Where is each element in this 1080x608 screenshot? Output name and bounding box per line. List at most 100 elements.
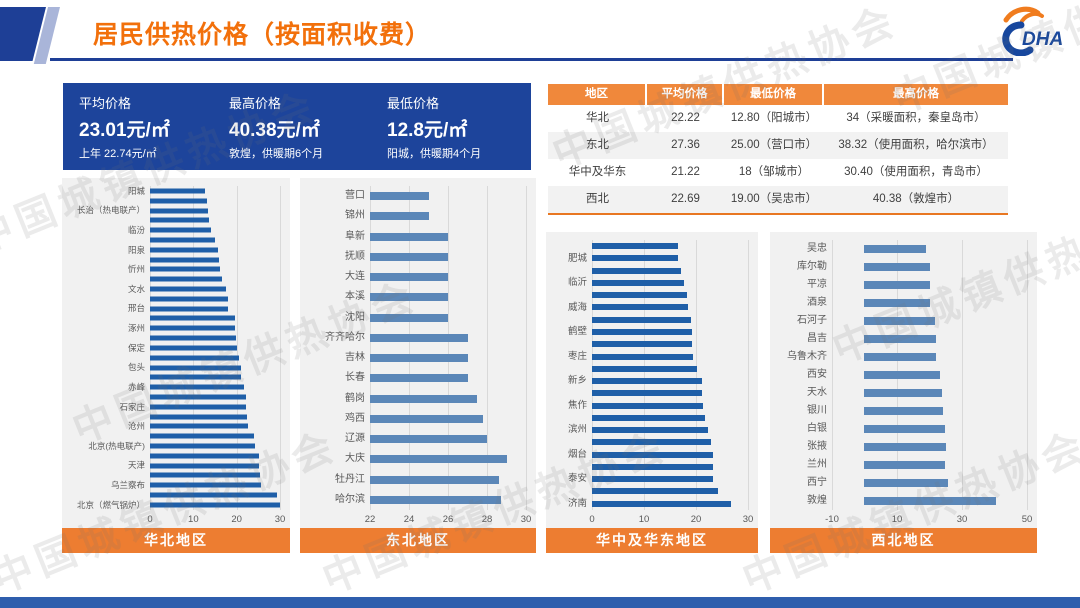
table-cell: 22.69 <box>671 193 700 205</box>
category-label: 沧州 <box>127 421 145 432</box>
bar <box>592 451 713 458</box>
bar-track <box>150 323 280 333</box>
bar-track <box>832 438 1027 456</box>
chart-row: 乌兰察布 <box>66 480 280 490</box>
bar <box>150 384 244 390</box>
bar-track <box>150 314 280 324</box>
axis-tick-label: 30 <box>274 514 286 525</box>
bar-track <box>592 314 748 326</box>
bar <box>150 315 235 321</box>
bar-track <box>150 480 280 490</box>
chart-row: 泰安 <box>550 473 748 485</box>
category-label: 包头 <box>127 362 145 373</box>
bar-track <box>370 470 526 490</box>
bar <box>150 433 255 439</box>
bar-track <box>150 333 280 343</box>
bar <box>150 404 247 410</box>
bar <box>592 292 687 299</box>
category-label: 乌鲁木齐 <box>787 351 827 362</box>
table-row: 西北 22.69 19.00（吴忠市） 40.38（敦煌市） <box>548 186 1008 213</box>
chart-row <box>66 431 280 441</box>
bar-track <box>592 363 748 375</box>
chart-row: 乌鲁木齐 <box>774 348 1027 366</box>
chart-row: 库尔勒 <box>774 258 1027 276</box>
bar <box>864 263 931 271</box>
chart-row: 济南 <box>550 498 748 510</box>
category-label: 锦州 <box>345 210 365 222</box>
bar <box>864 497 996 505</box>
bar-track <box>370 287 526 307</box>
table-cell: 40.38（敦煌市） <box>872 193 960 205</box>
table-header-cell: 最低价格 <box>724 84 824 105</box>
table-cell: 12.80（阳城市） <box>730 112 818 124</box>
bar-track <box>370 206 526 226</box>
gridline <box>526 186 527 510</box>
bar <box>592 341 693 348</box>
category-label: 天水 <box>807 387 827 398</box>
bar <box>592 500 732 507</box>
axis-tick-label: 30 <box>956 514 968 525</box>
bar-track <box>592 375 748 387</box>
bar <box>592 365 698 372</box>
chart-row: 哈尔滨 <box>304 490 526 510</box>
bar-track <box>592 301 748 313</box>
bar <box>370 192 429 201</box>
axis-tick-label: 26 <box>442 514 454 525</box>
chart-row: 北京(热电联产) <box>66 441 280 451</box>
category-label: 鹤岗 <box>345 392 365 404</box>
bar-track <box>150 225 280 235</box>
chart-row <box>66 215 280 225</box>
category-label: 枣庄 <box>567 350 587 362</box>
bar <box>864 407 944 415</box>
category-label: 鸡西 <box>345 412 365 424</box>
axis-tick-label: 10 <box>638 514 650 525</box>
bar <box>864 425 946 433</box>
bar-track <box>150 461 280 471</box>
bar <box>864 371 940 379</box>
bar <box>864 443 946 451</box>
category-label: 齐齐哈尔 <box>325 331 365 343</box>
bar-track <box>592 350 748 362</box>
category-label: 新乡 <box>567 375 587 387</box>
axis-tick-label: 30 <box>742 514 754 525</box>
bar-track <box>370 227 526 247</box>
category-label: 阳泉 <box>127 244 145 255</box>
stat-note: 上年 22.74元/㎡ <box>79 147 157 160</box>
bar <box>150 365 241 371</box>
bar <box>592 463 714 470</box>
bar-track <box>592 436 748 448</box>
table-cell: 25.00（营口市） <box>730 139 818 151</box>
stat-value: 23.01元/㎡ <box>79 119 170 141</box>
chart-row: 阳泉 <box>66 245 280 255</box>
bar <box>150 208 209 214</box>
chart-row: 西宁 <box>774 474 1027 492</box>
bar-track <box>592 338 748 350</box>
category-label: 本溪 <box>345 291 365 303</box>
chart-row <box>550 387 748 399</box>
category-label: 吉林 <box>345 352 365 364</box>
bar <box>370 414 484 423</box>
bar-track <box>150 274 280 284</box>
bar <box>150 306 229 312</box>
chart-row: 抚顺 <box>304 247 526 267</box>
bar-track <box>150 441 280 451</box>
bar-track <box>370 389 526 409</box>
category-label: 保定 <box>127 342 145 353</box>
logo-text: DHA <box>1022 29 1063 50</box>
chart-row: 沈阳 <box>304 308 526 328</box>
table-cell: 27.36 <box>671 139 700 151</box>
bar <box>370 293 448 302</box>
chart-panel-northeast: 营口 锦州 阜新 抚顺 大连 本溪 沈阳 齐齐哈尔 吉林 长春 鹤岗 鸡西 辽源 大庆 牡丹江 哈尔滨 22 2… <box>300 178 536 553</box>
chart-row <box>66 372 280 382</box>
chart-row: 滨州 <box>550 424 748 436</box>
bar <box>592 378 702 385</box>
category-label: 吴忠 <box>807 243 827 254</box>
chart-row <box>66 471 280 481</box>
category-label: 鹤壁 <box>567 326 587 338</box>
bar-track <box>370 348 526 368</box>
bar-track <box>150 372 280 382</box>
axis-tick-label: 20 <box>231 514 242 525</box>
bar-track <box>150 412 280 422</box>
table-cell: 华中及华东 <box>568 166 627 178</box>
stat-label: 最低价格 <box>387 95 440 111</box>
